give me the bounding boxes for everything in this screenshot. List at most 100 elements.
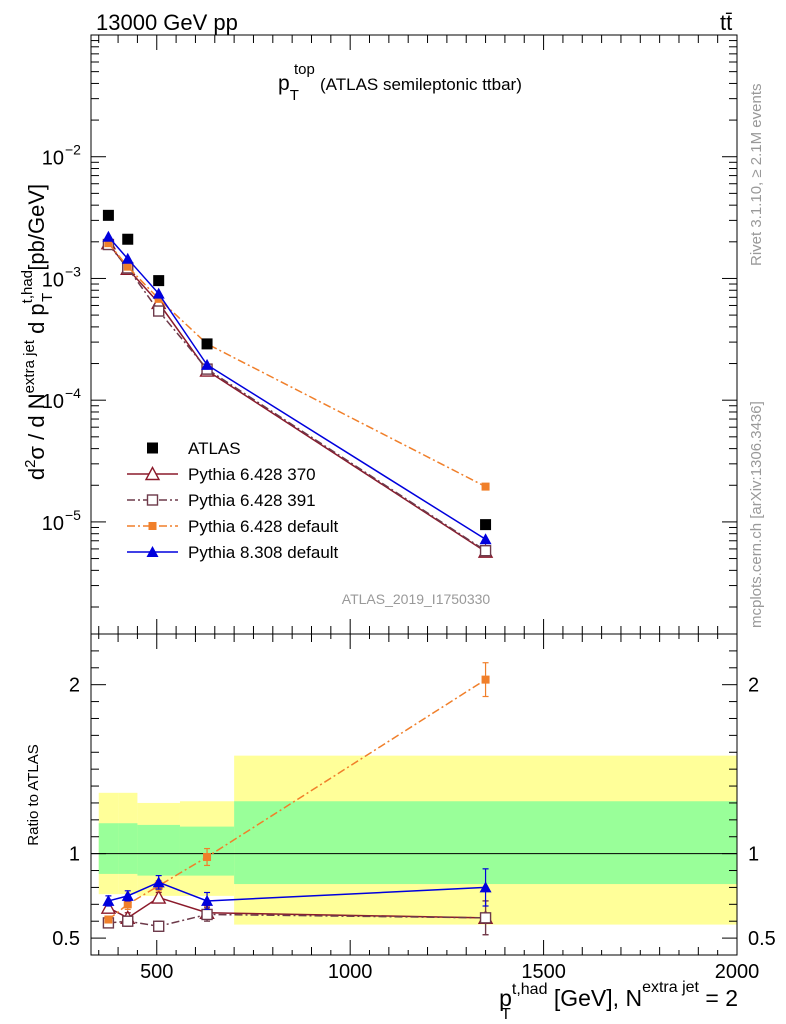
- main-ytick-label-exp: −2: [65, 142, 81, 158]
- observable-title: pT: [278, 72, 299, 104]
- main-ytick-label-exp: −5: [65, 507, 81, 523]
- point-pythia-6-428-391-2: [152, 305, 165, 317]
- legend-item-pythia-6-428-370: Pythia 6.428 370: [127, 465, 316, 484]
- ratio-point-pythia-6-428-default-3: [203, 853, 212, 862]
- ratio-point-pythia-6-428-default-4: [481, 675, 490, 684]
- point-pythia-8-308-default-4: [479, 533, 492, 545]
- main-ytick-label: 10: [42, 391, 64, 413]
- xlabel-sup2: extra jet: [642, 979, 699, 996]
- ratio-point-pythia-6-428-default-1: [123, 900, 132, 909]
- xlabel-tail: = 2: [699, 985, 738, 1011]
- main-ytick-label: 10: [42, 269, 64, 291]
- ratio-point-pythia-6-428-391-3: [201, 908, 213, 921]
- xlabel-main: p: [499, 985, 512, 1011]
- main-plot-content: [100, 209, 494, 558]
- ratio-uncertainty-bands: [98, 755, 738, 925]
- observable-sup: top: [294, 61, 315, 78]
- ratio-ytick-label: 1: [69, 844, 80, 866]
- legend-marker: [146, 494, 159, 506]
- point-pythia-8-308-default-0: [102, 230, 115, 242]
- observable-main: p: [278, 72, 290, 95]
- main-ytick-labels: 10−210−310−410−5: [42, 142, 81, 535]
- ratio-point-pythia-6-428-391-1: [122, 915, 134, 927]
- ratio-point-pythia-6-428-default-0: [104, 915, 113, 924]
- series-pythia-8-308-default: [102, 230, 492, 545]
- analysis-id: ATLAS_2019_I1750330: [342, 591, 491, 607]
- legend: ATLAS Pythia 6.428 370 Pythia 6.428 391 Pyt…: [127, 439, 339, 562]
- ratio-ytick-label-right: 1: [748, 844, 759, 866]
- ratio-ytick-label: 2: [69, 675, 80, 697]
- legend-marker: [148, 522, 157, 530]
- mcplots-info: mcplots.cern.ch [arXiv:1306.3436]: [748, 401, 765, 628]
- point-pythia-8-308-default-1: [121, 252, 134, 264]
- main-ytick-label-exp: −4: [65, 385, 81, 401]
- ratio-point-pythia-8-308-default-2: [152, 876, 165, 888]
- legend-marker: [147, 442, 158, 454]
- legend-item-pythia-6-428-default: Pythia 6.428 default: [127, 517, 339, 536]
- ratio-xtick-label: 2000: [715, 961, 760, 983]
- xaxis-label: pt,had [GeV], Nextra jet = 2: [499, 979, 738, 1011]
- series-atlas: [102, 209, 492, 531]
- point-pythia-6-428-391-4: [479, 545, 492, 557]
- ratio-point-pythia-8-308-default-3: [201, 894, 214, 906]
- ratio-point-pythia-8-308-default-4: [479, 881, 492, 893]
- ratio-ytick-label: 0.5: [52, 928, 80, 950]
- ratio-panel: 0.5 0.5 1 1 2 2 500 1000 1500 2000: [52, 633, 776, 983]
- point-atlas-4: [480, 519, 492, 531]
- ratio-point-pythia-6-428-391-4: [479, 912, 492, 924]
- series-line-pythia-6-428-default: [107, 242, 486, 488]
- legend-marker: [144, 466, 161, 481]
- legend-item-atlas: ATLAS: [147, 439, 241, 458]
- ratio-plot-content: [91, 662, 738, 936]
- ratio-point-pythia-6-428-370-2: [151, 889, 167, 904]
- ratio-tick-labels: 0.5 0.5 1 1 2 2 500 1000 1500 2000: [52, 675, 776, 983]
- legend-item-pythia-8-308-default: Pythia 8.308 default: [127, 543, 339, 562]
- main-ticks: [91, 34, 738, 634]
- band-inner-1: [118, 823, 138, 874]
- ratio-ticks: [91, 633, 738, 956]
- legend-label: Pythia 8.308 default: [188, 543, 339, 562]
- point-atlas-3: [201, 338, 213, 350]
- main-ytick-label: 10: [42, 513, 64, 535]
- observable-desc: (ATLAS semileptonic ttbar): [320, 75, 522, 94]
- process-label: tt̄: [720, 10, 732, 35]
- ratio-xtick-label: 500: [140, 961, 173, 983]
- point-pythia-6-428-default-4: [481, 482, 490, 491]
- xlabel-rest: [GeV], N: [547, 985, 642, 1011]
- xlabel-sup: t,had: [512, 981, 548, 998]
- ratio-ytick-label-right: 2: [748, 675, 759, 697]
- ratio-point-pythia-6-428-391-2: [152, 920, 165, 932]
- rivet-info: Rivet 3.1.10, ≥ 2.1M events: [748, 84, 765, 267]
- legend-marker: [146, 546, 159, 557]
- ratio-frame: [90, 633, 738, 956]
- point-pythia-8-308-default-2: [152, 287, 165, 299]
- main-panel: 10−210−310−410−5 pT top (ATLAS semilepto…: [42, 34, 738, 635]
- ratio-point-pythia-8-308-default-1: [121, 889, 134, 901]
- point-pythia-6-428-default-1: [123, 262, 132, 271]
- ratio-ylabel: Ratio to ATLAS: [25, 744, 42, 845]
- legend-label: Pythia 6.428 default: [188, 517, 339, 536]
- point-pythia-8-308-default-3: [201, 358, 214, 370]
- legend-label: Pythia 6.428 391: [188, 491, 316, 510]
- ratio-point-pythia-6-428-370-0: [100, 899, 117, 914]
- band-inner-2: [137, 824, 180, 876]
- point-pythia-6-428-default-2: [154, 294, 163, 303]
- legend-item-pythia-6-428-391: Pythia 6.428 391: [127, 491, 316, 510]
- main-ylabel: d2σ / d Nextra jet d pt,had T [pb/GeV]: [19, 184, 56, 480]
- legend-label: Pythia 6.428 370: [188, 465, 316, 484]
- observable-sub: T: [290, 87, 299, 104]
- xlabel-sub: T: [501, 1006, 511, 1023]
- beam-label: 13000 GeV pp: [96, 10, 238, 35]
- main-ytick-label-exp: −3: [65, 263, 81, 279]
- main-ytick-label: 10: [42, 148, 64, 170]
- point-atlas-1: [122, 233, 134, 245]
- legend-label: ATLAS: [188, 439, 241, 458]
- ratio-xtick-label: 1000: [328, 961, 373, 983]
- ratio-xtick-label: 1500: [521, 961, 566, 983]
- ratio-ytick-label-right: 0.5: [748, 928, 776, 950]
- point-pythia-6-428-default-0: [104, 239, 113, 248]
- band-inner-0: [98, 823, 119, 874]
- point-atlas-2: [153, 275, 165, 287]
